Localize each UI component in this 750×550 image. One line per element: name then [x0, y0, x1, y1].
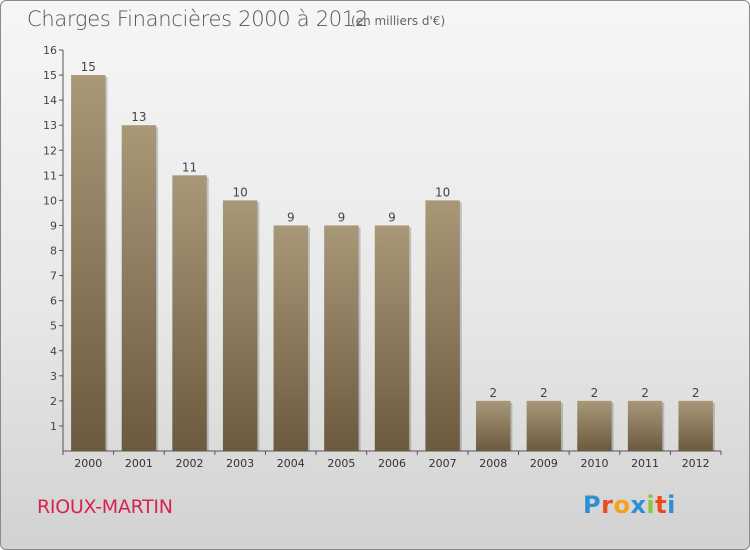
- y-tick-label: 12: [43, 144, 57, 157]
- x-tick-label: 2000: [74, 457, 102, 470]
- y-tick-label: 7: [50, 270, 57, 283]
- y-tick-label: 3: [50, 370, 57, 383]
- bar: [374, 225, 410, 451]
- x-tick-label: 2012: [682, 457, 710, 470]
- y-tick-label: 13: [43, 119, 57, 132]
- x-tick-label: 2006: [378, 457, 406, 470]
- logo-letter: i: [667, 491, 676, 519]
- y-tick-label: 10: [43, 194, 57, 207]
- data-label: 10: [435, 185, 450, 199]
- data-label: 2: [641, 386, 649, 400]
- y-tick-label: 4: [50, 345, 57, 358]
- logo-letter: o: [613, 491, 631, 519]
- bar: [71, 75, 106, 451]
- x-tick-label: 2011: [631, 457, 659, 470]
- y-tick-label: 9: [50, 219, 57, 232]
- x-tick-label: 2008: [479, 457, 507, 470]
- logo-letter: x: [630, 491, 647, 519]
- chart-title: Charges Financières 2000 à 2012: [27, 7, 368, 31]
- bar: [324, 225, 359, 451]
- bar: [476, 400, 511, 451]
- logo-letter: t: [655, 491, 668, 519]
- data-label: 13: [131, 110, 146, 124]
- bar: [678, 400, 713, 451]
- x-tick-label: 2010: [580, 457, 608, 470]
- y-tick-label: 11: [43, 169, 57, 182]
- chart-subtitle: (en milliers d'€): [351, 14, 446, 28]
- bar: [526, 400, 562, 451]
- data-label: 11: [182, 160, 197, 174]
- data-label: 2: [540, 386, 548, 400]
- logo-letter: r: [601, 491, 614, 519]
- data-label: 2: [692, 386, 700, 400]
- bar: [172, 175, 207, 451]
- x-tick-label: 2003: [226, 457, 254, 470]
- logo-letter: P: [583, 491, 602, 519]
- y-tick-label: 14: [43, 94, 57, 107]
- data-label: 15: [81, 60, 96, 74]
- data-label: 2: [489, 386, 497, 400]
- y-tick-label: 1: [50, 420, 57, 433]
- bar: [121, 125, 157, 451]
- data-label: 9: [338, 210, 346, 224]
- bar: [425, 200, 460, 451]
- logo-letter: i: [646, 491, 656, 519]
- bar: [627, 400, 663, 451]
- y-tick-label: 16: [43, 44, 57, 57]
- proxiti-logo[interactable]: Proxiti: [583, 491, 676, 519]
- town-name: RIOUX-MARTIN: [37, 496, 173, 518]
- x-tick-label: 2001: [125, 457, 153, 470]
- y-tick-label: 15: [43, 69, 57, 82]
- y-tick-label: 6: [50, 295, 57, 308]
- x-tick-label: 2009: [530, 457, 558, 470]
- data-label: 9: [287, 210, 295, 224]
- x-tick-label: 2002: [176, 457, 204, 470]
- y-tick-label: 8: [50, 245, 57, 258]
- data-label: 2: [591, 386, 599, 400]
- bar: [222, 200, 258, 451]
- x-tick-label: 2007: [429, 457, 457, 470]
- bars: [71, 75, 715, 451]
- data-label: 9: [388, 210, 396, 224]
- y-tick-label: 5: [50, 320, 57, 333]
- bar: [577, 400, 612, 451]
- x-tick-label: 2005: [327, 457, 355, 470]
- x-tick-label: 2004: [277, 457, 305, 470]
- y-tick-label: 2: [50, 395, 57, 408]
- data-label: 10: [233, 185, 248, 199]
- labels: 15 2000 13 2001 11 2002 10 2003 9 2004 9 2005 9 2006 1…: [74, 60, 709, 470]
- bar: [273, 225, 308, 451]
